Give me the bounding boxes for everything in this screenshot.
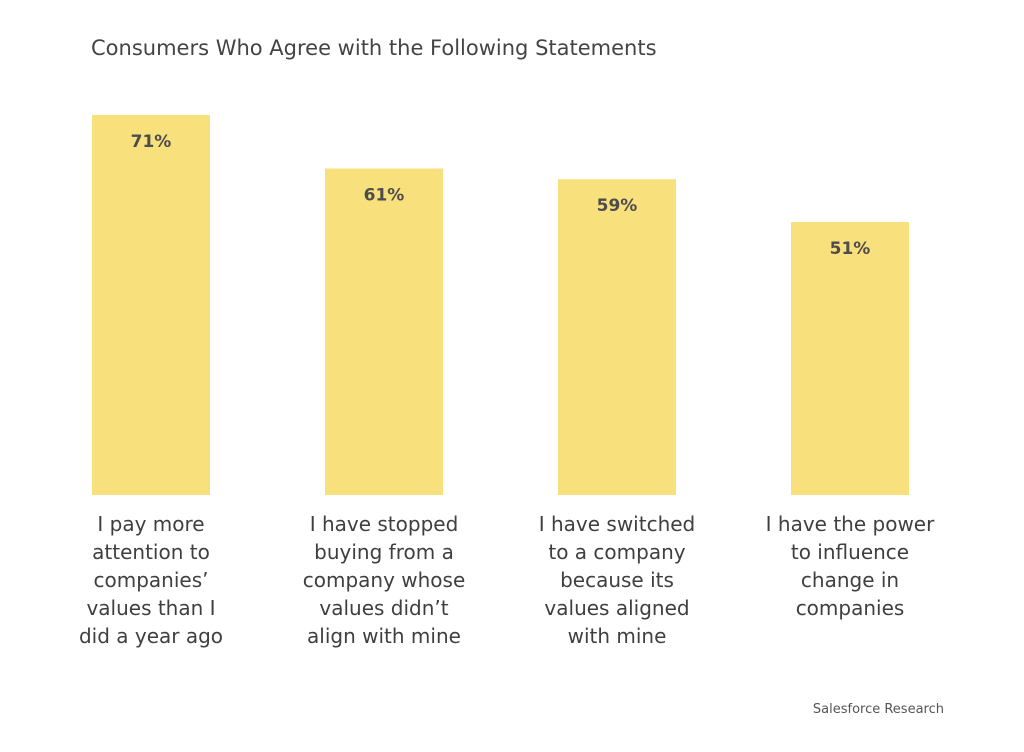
- bar-value-label-4: 51%: [830, 239, 871, 259]
- bar-4: [791, 222, 909, 496]
- bar-value-label-3: 59%: [597, 196, 638, 216]
- category-label-4: I have the power to influence change in …: [765, 512, 935, 620]
- bar-2: [325, 168, 443, 496]
- category-label-2: I have stopped buying from a company who…: [302, 512, 466, 648]
- bar-value-label-2: 61%: [364, 186, 405, 206]
- bar-1: [92, 115, 210, 495]
- bar-3: [558, 179, 676, 496]
- bar-value-label-1: 71%: [131, 132, 172, 152]
- chart-title: Consumers Who Agree with the Following S…: [91, 36, 657, 60]
- category-label-3: I have switched to a company because its…: [538, 512, 696, 648]
- source-credit: Salesforce Research: [812, 702, 944, 717]
- category-label-1: I pay more attention to companies’ value…: [78, 512, 224, 648]
